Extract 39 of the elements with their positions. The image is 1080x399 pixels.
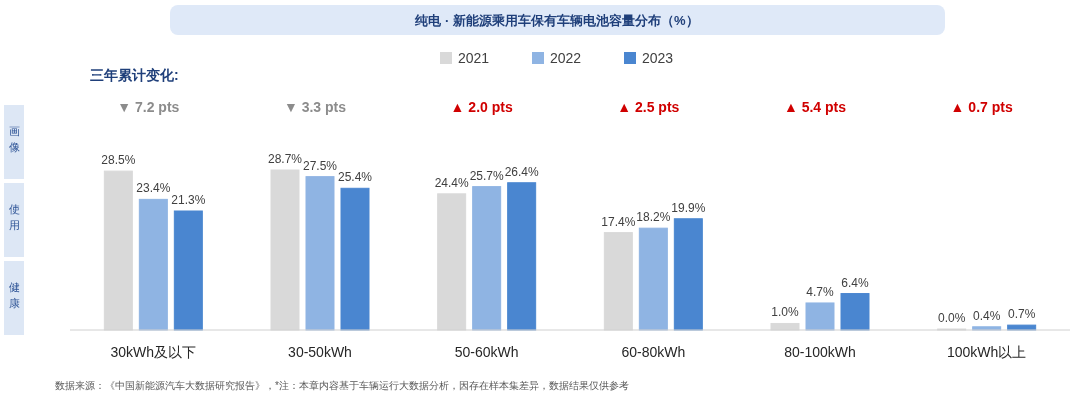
data-label: 21.3% bbox=[171, 193, 206, 207]
text: 三年累计变化: bbox=[90, 67, 179, 83]
data-label: 25.7% bbox=[469, 168, 505, 183]
data-label: 6.4% bbox=[841, 275, 869, 290]
x-tick-label: 80-100kWh bbox=[784, 344, 856, 360]
x-tick-label: 30kWh及以下 bbox=[110, 344, 197, 360]
chart-title: 纯电 · 新能源乘用车保有车辆电池容量分布（%） bbox=[414, 13, 699, 28]
text: 健康 bbox=[8, 281, 20, 309]
text: ▼ 7.2 pts bbox=[117, 99, 180, 115]
x-tick-label: 50-60kWh bbox=[454, 344, 519, 360]
data-label: 0.4% bbox=[972, 308, 1001, 323]
data-label: 0.0% bbox=[937, 311, 966, 325]
x-tick-label: 100kWh以上 bbox=[946, 344, 1027, 360]
data-label: 27.5% bbox=[302, 158, 338, 173]
data-label: 28.5% bbox=[101, 153, 136, 168]
source-note: 数据来源：《中国新能源汽车大数据研究报告》，*注：本章内容基于车辆运行大数据分析，因存在样本集差异，数据结果仅供参考 bbox=[55, 380, 629, 391]
data-label: 24.4% bbox=[434, 175, 470, 190]
data-label: 1.0% bbox=[771, 305, 799, 320]
text: 使用 bbox=[8, 203, 20, 231]
text: ▲ 0.7 pts bbox=[950, 99, 1013, 115]
x-tick-label: 30-50kWh bbox=[288, 344, 352, 360]
text: ▲ 2.0 pts bbox=[450, 99, 513, 115]
x-tick-label: 60-80kWh bbox=[621, 344, 686, 360]
data-label: 0.7% bbox=[1007, 307, 1036, 322]
data-label: 19.9% bbox=[671, 200, 706, 215]
text: ▼ 3.3 pts bbox=[283, 99, 347, 115]
text: ▲ 2.5 pts bbox=[617, 99, 680, 115]
data-label: 17.4% bbox=[601, 214, 636, 229]
data-label: 28.7% bbox=[267, 152, 303, 166]
data-label: 26.4% bbox=[504, 164, 540, 179]
data-label: 25.4% bbox=[337, 170, 373, 185]
data-label: 23.4% bbox=[136, 181, 171, 196]
legend-label: 2023 bbox=[642, 50, 674, 66]
data-label: 18.2% bbox=[636, 210, 671, 225]
legend-label: 2022 bbox=[550, 50, 582, 66]
text: 画像 bbox=[8, 125, 20, 153]
text: ▲ 5.4 pts bbox=[783, 99, 847, 115]
data-label: 4.7% bbox=[806, 284, 834, 299]
legend-label: 2021 bbox=[458, 50, 490, 66]
